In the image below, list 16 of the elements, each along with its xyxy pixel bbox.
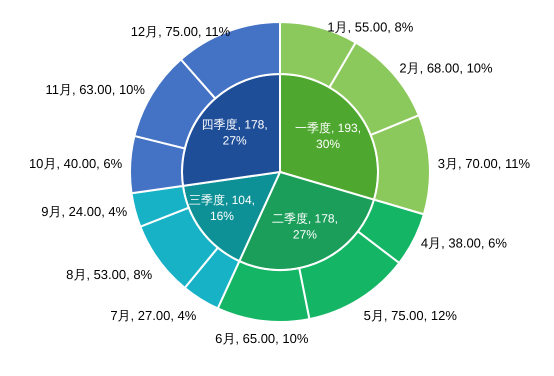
slice-label: 8月, 53.00, 8% bbox=[66, 266, 153, 282]
slice-label: 10月, 40.00, 6% bbox=[28, 156, 123, 172]
slice-label: 四季度, 178, 27% bbox=[202, 118, 268, 148]
slice-label: 7月, 27.00, 4% bbox=[110, 308, 197, 324]
slice-label: 6月, 65.00, 10% bbox=[215, 330, 309, 346]
slice-label: 3月, 70.00, 11% bbox=[438, 156, 531, 172]
slice-label: 9月, 24.00, 4% bbox=[41, 204, 128, 220]
slice-label: 4月, 38.00, 6% bbox=[420, 235, 508, 250]
slice-label: 1月, 55.00, 8% bbox=[327, 20, 414, 34]
slice-label: 一季度, 193, 30% bbox=[295, 121, 362, 152]
slice-label: 三季度, 104, 16% bbox=[188, 192, 255, 223]
slice-label: 二季度, 178, 27% bbox=[272, 212, 338, 242]
slice-label: 2月, 68.00, 10% bbox=[399, 60, 494, 76]
slice-label: 11月, 63.00, 10% bbox=[45, 82, 146, 97]
slice-label: 5月, 75.00, 12% bbox=[364, 308, 458, 324]
slice-label: 12月, 75.00, 11% bbox=[130, 24, 231, 40]
